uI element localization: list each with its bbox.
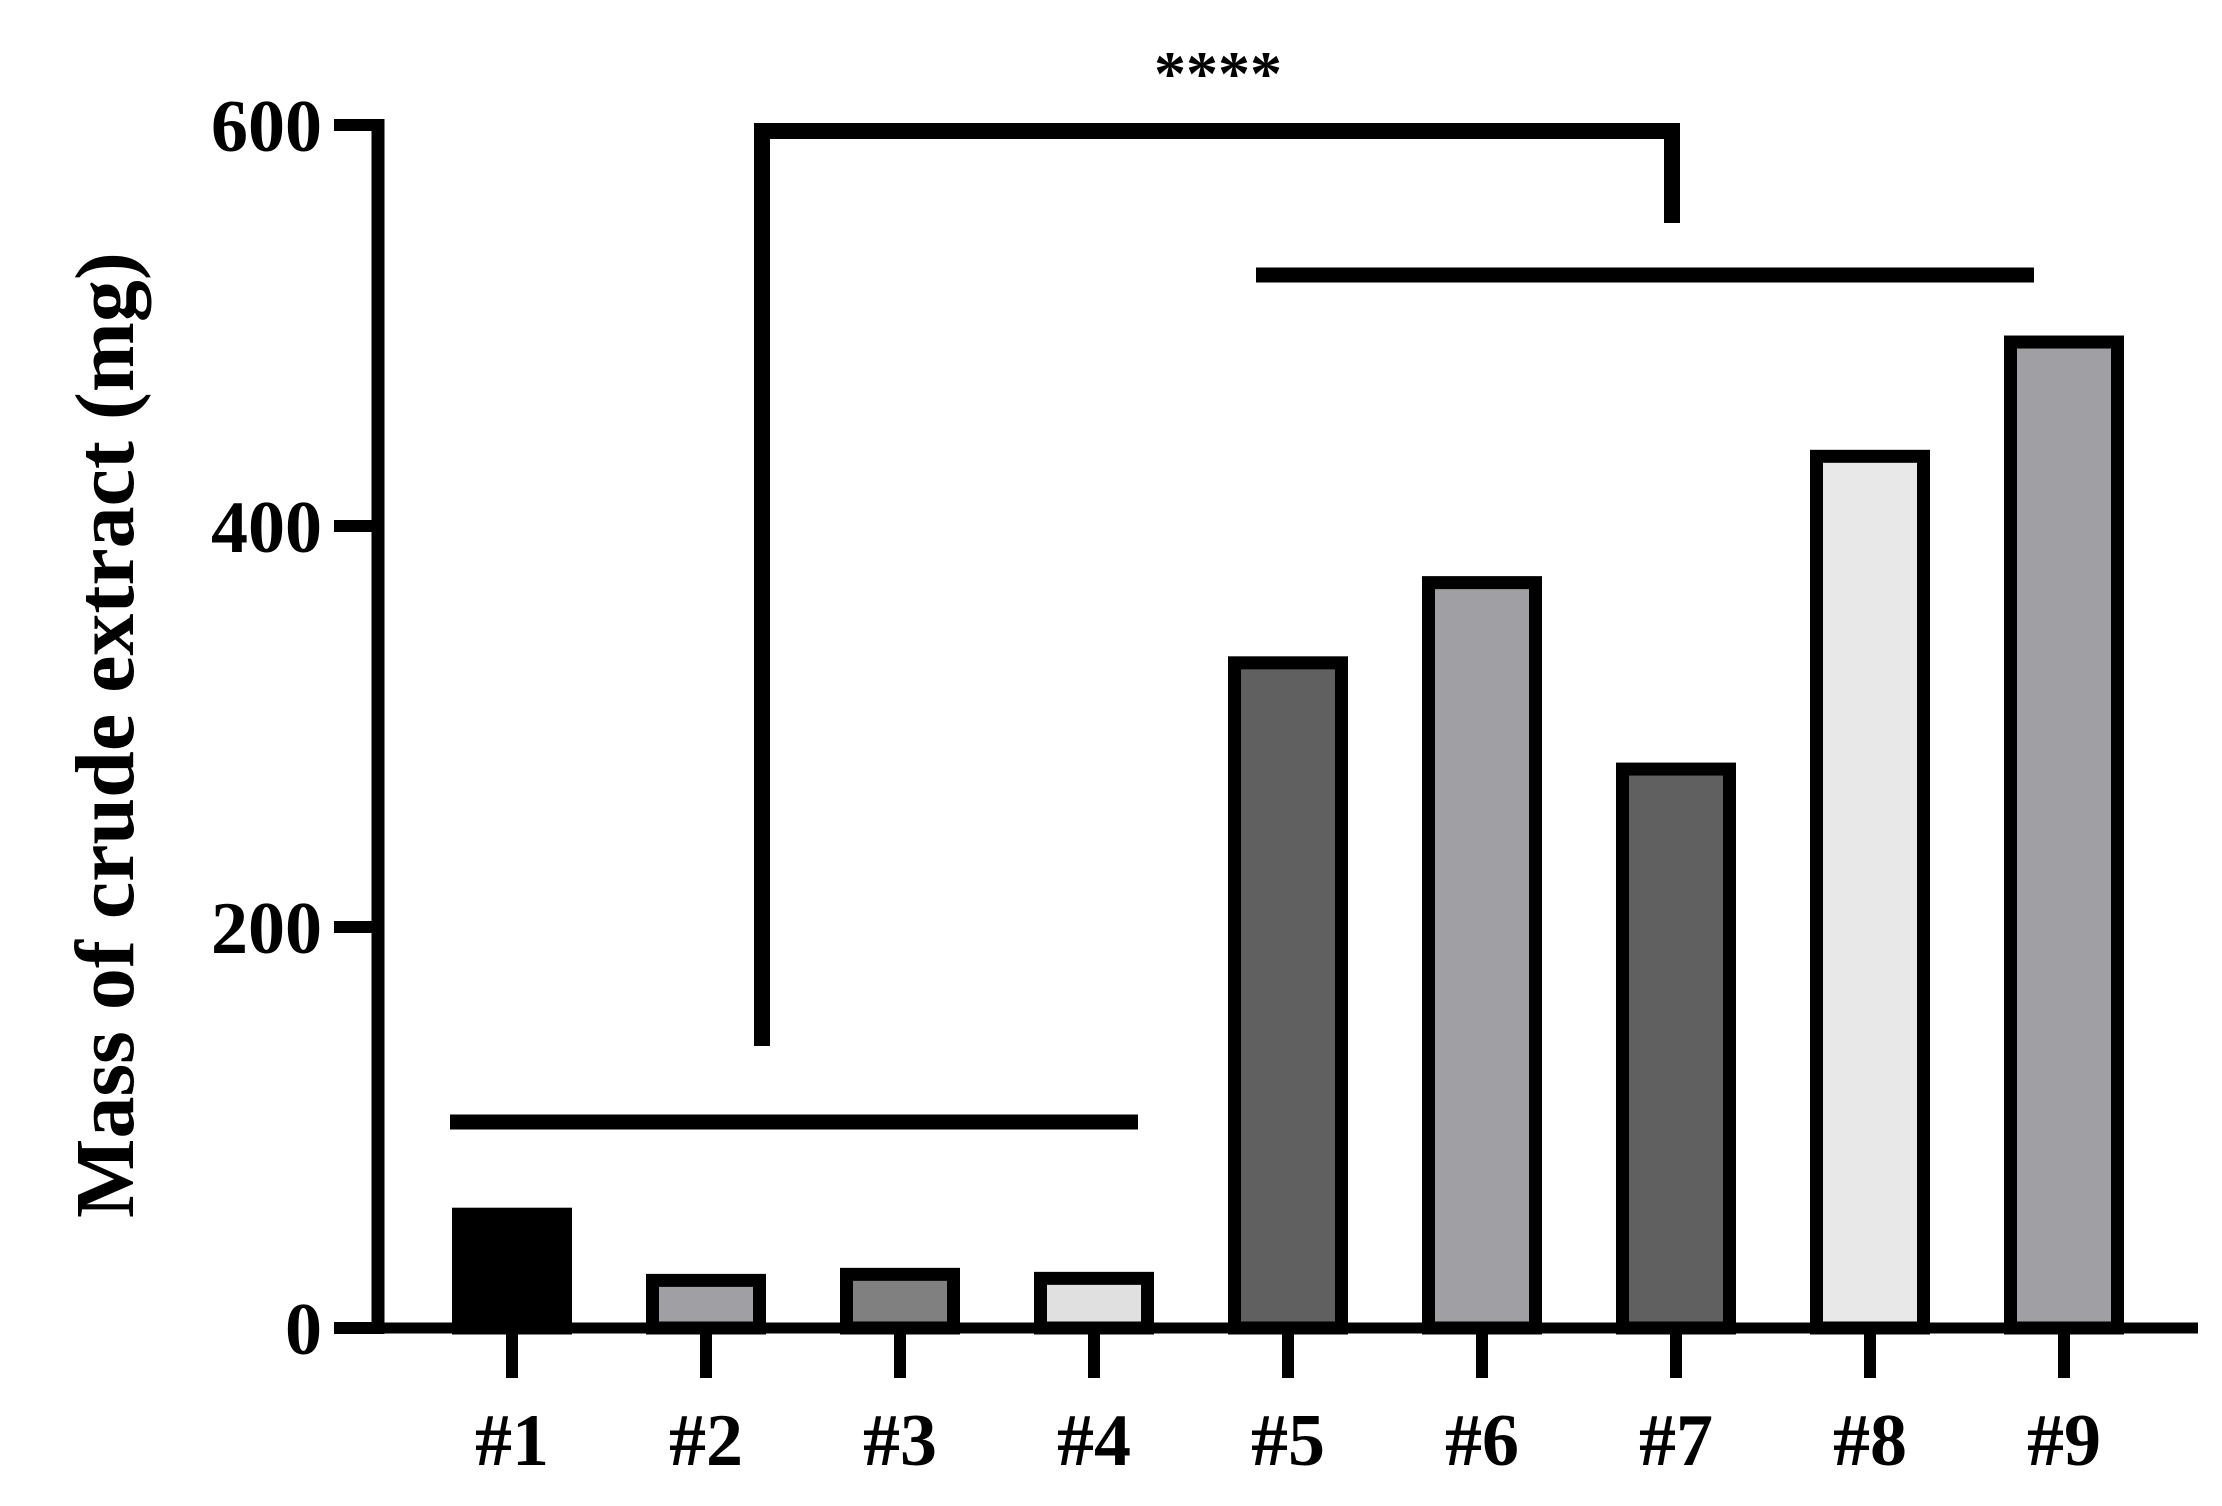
bar-n1 [452,1207,572,1335]
bar-n9 [2004,335,2124,1335]
x-tick-label-n3: #3 [863,1400,937,1482]
y-tick-labels: 0 200 400 600 [211,86,322,1371]
bar-n8 [1810,449,1930,1335]
y-tick-label-200: 200 [211,888,322,970]
y-tick-label-600: 600 [211,86,322,168]
y-tick-label-400: 400 [211,487,322,569]
x-tick-label-n9: #9 [2027,1400,2101,1482]
x-tick-label-n5: #5 [1251,1400,1325,1482]
bar-n7 [1616,762,1736,1335]
axes [334,119,2198,1378]
bar-n4 [1034,1271,1154,1335]
x-tick-label-n4: #4 [1057,1400,1131,1482]
x-tick-labels: #1 #2 #3 #4 #5 #6 #7 #8 #9 [475,1400,2101,1482]
significance-label: **** [1154,38,1282,109]
significance-annotation: **** [450,38,2034,1130]
bar-n2 [646,1273,766,1335]
x-tick-label-n1: #1 [475,1400,549,1482]
x-tick-label-n6: #6 [1445,1400,1519,1482]
x-tick-label-n2: #2 [669,1400,743,1482]
y-axis-label: Mass of crude extract (mg) [59,252,152,1218]
y-tick-label-0: 0 [285,1289,322,1371]
bar-n5 [1228,656,1348,1335]
x-tick-label-n8: #8 [1833,1400,1907,1482]
bars [452,335,2124,1335]
bar-n6 [1422,576,1542,1335]
bar-n3 [840,1267,960,1335]
significance-bracket [754,123,1680,1046]
x-tick-label-n7: #7 [1639,1400,1713,1482]
